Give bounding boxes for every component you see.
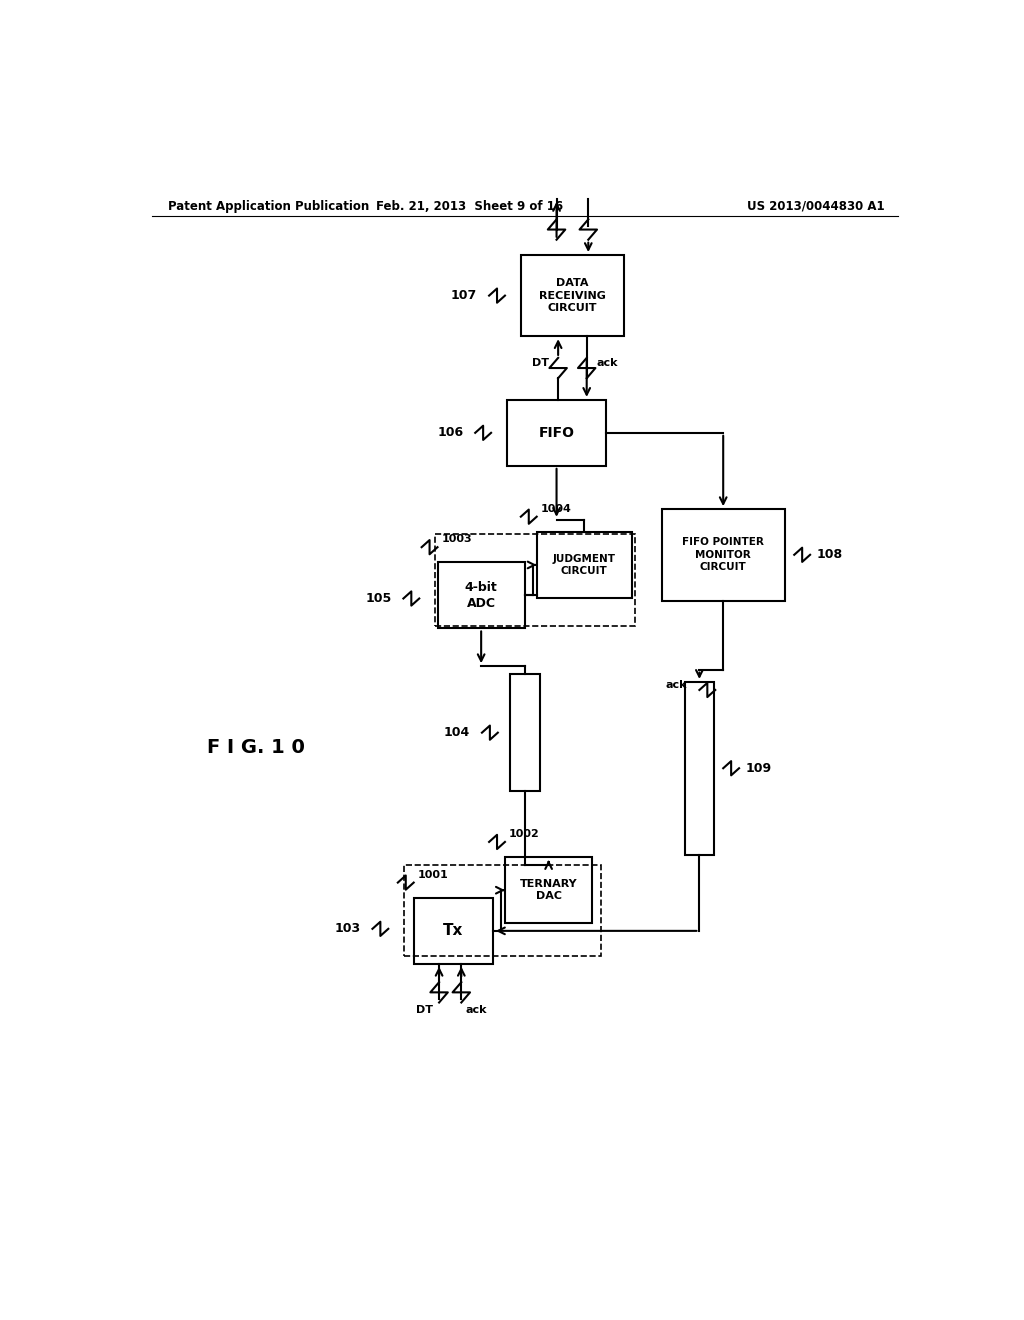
Text: FIFO POINTER
MONITOR
CIRCUIT: FIFO POINTER MONITOR CIRCUIT [682, 537, 764, 572]
Bar [505, 857, 592, 923]
Text: ack: ack [596, 358, 617, 368]
Text: 1001: 1001 [418, 870, 449, 879]
Text: JUDGMENT
CIRCUIT: JUDGMENT CIRCUIT [553, 554, 615, 576]
Text: 108: 108 [816, 548, 843, 561]
Text: 104: 104 [443, 726, 470, 739]
Text: ack: ack [666, 680, 687, 690]
Bar [435, 535, 635, 626]
Text: 103: 103 [335, 923, 360, 936]
Bar [685, 682, 714, 854]
Text: DATA
RECEIVING
CIRCUIT: DATA RECEIVING CIRCUIT [539, 279, 606, 313]
Bar [437, 562, 524, 628]
Text: 1003: 1003 [441, 535, 472, 544]
Bar [521, 255, 624, 337]
Text: TERNARY
DAC: TERNARY DAC [520, 879, 578, 902]
Text: Feb. 21, 2013  Sheet 9 of 16: Feb. 21, 2013 Sheet 9 of 16 [376, 199, 563, 213]
Bar [510, 675, 540, 791]
Text: Tx: Tx [443, 924, 464, 939]
Text: US 2013/0044830 A1: US 2013/0044830 A1 [748, 199, 885, 213]
Text: 105: 105 [366, 591, 391, 605]
Text: ack: ack [465, 1005, 486, 1015]
Text: 107: 107 [451, 289, 477, 302]
Text: 4-bit
ADC: 4-bit ADC [465, 581, 498, 610]
Bar [537, 532, 632, 598]
Text: FIFO: FIFO [539, 426, 574, 440]
Bar [662, 510, 784, 601]
Bar [404, 865, 601, 956]
Bar [507, 400, 606, 466]
Text: F I G. 1 0: F I G. 1 0 [207, 738, 305, 758]
Text: 106: 106 [437, 426, 463, 440]
Text: 1004: 1004 [541, 504, 571, 513]
Text: DT: DT [416, 1005, 433, 1015]
Text: 1002: 1002 [509, 829, 540, 840]
Text: Patent Application Publication: Patent Application Publication [168, 199, 369, 213]
Bar [414, 898, 493, 964]
Text: 109: 109 [745, 762, 771, 775]
Text: DT: DT [531, 358, 549, 368]
